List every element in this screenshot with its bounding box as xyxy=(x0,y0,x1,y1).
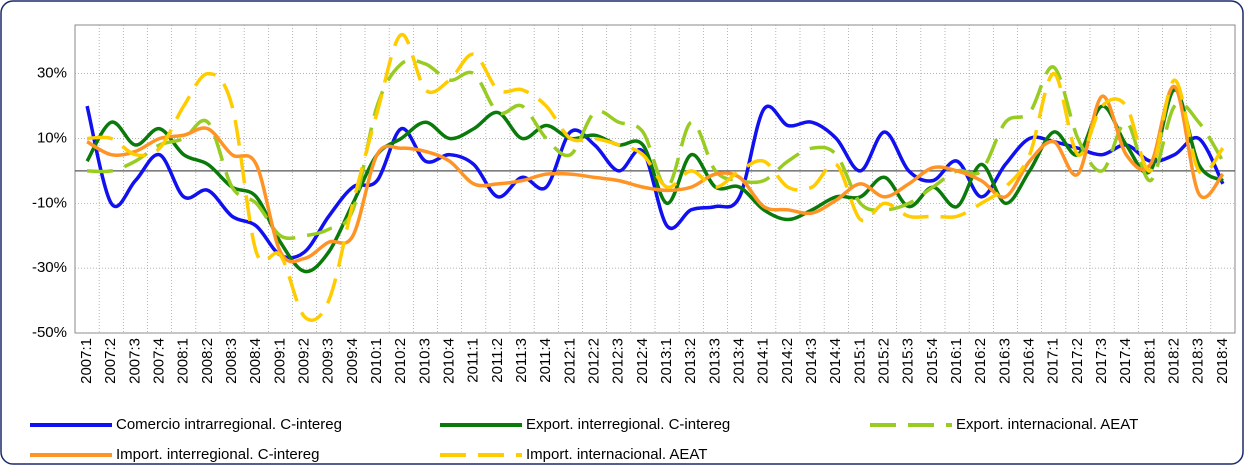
x-tick-label: 2009:4 xyxy=(344,338,361,384)
x-tick-label: 2017:3 xyxy=(1093,338,1110,384)
legend-label: Export. interregional. C-intereg xyxy=(526,416,730,433)
x-tick-label: 2007:2 xyxy=(102,338,119,384)
legend-label: Comercio intrarregional. C-intereg xyxy=(116,416,342,433)
series-line xyxy=(86,84,1225,264)
x-tick-label: 2009:3 xyxy=(320,338,337,384)
x-tick-label: 2010:2 xyxy=(392,338,409,384)
x-tick-label: 2016:1 xyxy=(948,338,965,384)
x-tick-label: 2014:1 xyxy=(755,338,772,384)
x-tick-label: 2013:4 xyxy=(731,338,748,384)
x-tick-label: 2015:1 xyxy=(851,338,868,384)
x-tick-label: 2017:4 xyxy=(1117,338,1134,384)
x-tick-label: 2010:4 xyxy=(441,338,458,384)
x-tick-label: 2012:4 xyxy=(634,338,651,384)
x-tick-label: 2011:1 xyxy=(465,338,482,383)
x-tick-label: 2016:2 xyxy=(972,338,989,384)
x-tick-label: 2013:2 xyxy=(682,338,699,384)
x-tick-label: 2009:2 xyxy=(296,338,313,384)
legend-label: Export. internacional. AEAT xyxy=(956,416,1138,433)
x-tick-label: 2014:3 xyxy=(803,338,820,384)
y-tick-label: -10% xyxy=(32,194,67,211)
series-line xyxy=(85,104,1225,260)
legend-label: Import. internacional. AEAT xyxy=(526,446,707,463)
x-tick-label: 2014:4 xyxy=(827,338,844,384)
x-tick-label: 2016:3 xyxy=(996,338,1013,384)
x-tick-label: 2015:3 xyxy=(900,338,917,384)
x-tick-label: 2017:1 xyxy=(1045,338,1062,384)
y-tick-label: -50% xyxy=(32,324,67,341)
x-tick-label: 2018:2 xyxy=(1166,338,1183,384)
y-tick-label: -30% xyxy=(32,259,67,276)
x-tick-label: 2018:3 xyxy=(1190,338,1207,384)
x-tick-label: 2011:4 xyxy=(537,338,554,383)
x-tick-label: 2007:4 xyxy=(151,338,168,384)
x-tick-label: 2014:2 xyxy=(779,338,796,384)
x-tick-label: 2010:3 xyxy=(416,338,433,384)
y-tick-label: 30% xyxy=(37,65,67,82)
series-line xyxy=(86,32,1225,322)
x-tick-label: 2018:4 xyxy=(1214,338,1231,384)
x-tick-label: 2011:2 xyxy=(489,338,506,383)
x-tick-label: 2009:1 xyxy=(271,338,288,384)
x-tick-label: 2007:3 xyxy=(126,338,143,384)
x-tick-label: 2012:3 xyxy=(610,338,627,384)
x-tick-label: 2007:1 xyxy=(78,338,95,384)
x-tick-label: 2008:4 xyxy=(247,338,264,384)
series-line xyxy=(87,58,1225,241)
legend-label: Import. interregional. C-intereg xyxy=(116,446,319,463)
x-tick-label: 2010:1 xyxy=(368,338,385,384)
x-tick-label: 2008:3 xyxy=(223,338,240,384)
x-tick-label: 2011:3 xyxy=(513,338,530,383)
x-tick-label: 2008:2 xyxy=(199,338,216,384)
y-tick-label: 10% xyxy=(37,129,67,146)
x-tick-label: 2015:2 xyxy=(876,338,893,384)
x-tick-label: 2013:3 xyxy=(706,338,723,384)
x-tick-label: 2015:4 xyxy=(924,338,941,384)
x-tick-label: 2013:1 xyxy=(658,338,675,384)
x-tick-label: 2018:1 xyxy=(1141,338,1158,384)
x-tick-label: 2012:1 xyxy=(561,338,578,384)
x-tick-label: 2012:2 xyxy=(586,338,603,384)
x-tick-label: 2017:2 xyxy=(1069,338,1086,384)
x-tick-label: 2008:1 xyxy=(175,338,192,384)
x-tick-label: 2016:4 xyxy=(1021,338,1038,384)
